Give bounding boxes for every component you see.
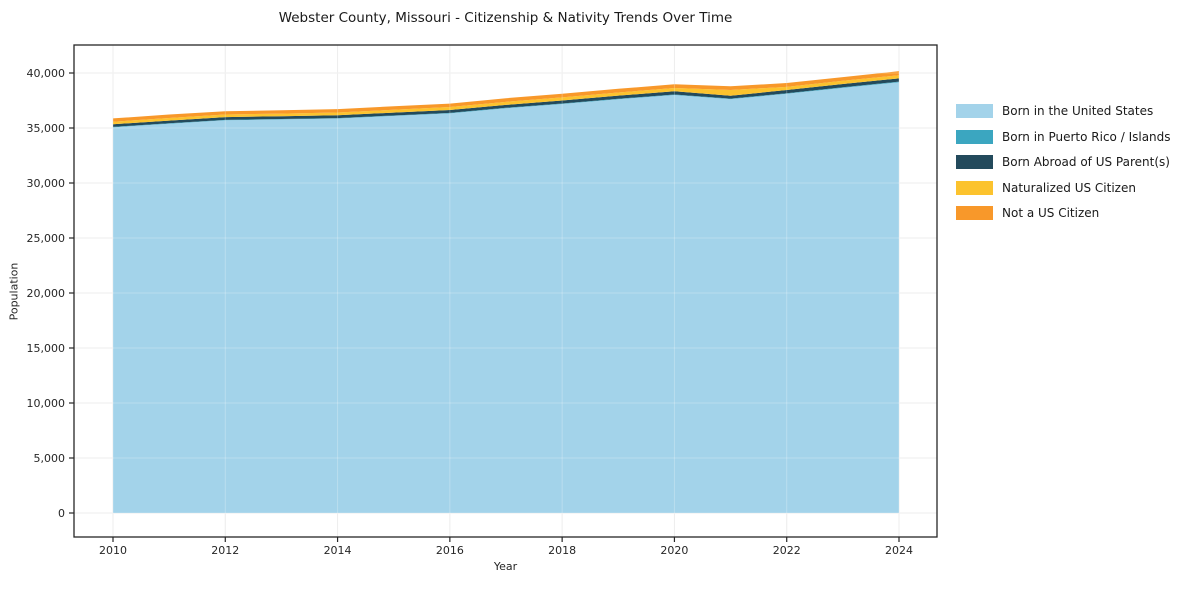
svg-text:20,000: 20,000 <box>27 287 66 300</box>
legend-label-puerto-rico: Born in Puerto Rico / Islands <box>1002 129 1171 144</box>
svg-text:15,000: 15,000 <box>27 342 66 355</box>
legend-label-naturalized: Naturalized US Citizen <box>1002 180 1136 195</box>
legend-item: Born Abroad of US Parent(s) <box>956 155 1171 169</box>
y-axis-label: Population <box>7 262 21 321</box>
svg-text:2014: 2014 <box>324 544 352 557</box>
svg-text:2020: 2020 <box>660 544 688 557</box>
svg-text:35,000: 35,000 <box>27 122 66 135</box>
legend-item: Born in Puerto Rico / Islands <box>956 129 1171 144</box>
svg-text:2022: 2022 <box>773 544 801 557</box>
chart-title: Webster County, Missouri - Citizenship &… <box>278 10 733 26</box>
svg-text:2010: 2010 <box>99 544 127 557</box>
svg-text:2016: 2016 <box>436 544 464 557</box>
legend-label-born-abroad: Born Abroad of US Parent(s) <box>1002 155 1170 169</box>
legend-label-born-us: Born in the United States <box>1002 104 1154 118</box>
legend-label-not-citizen: Not a US Citizen <box>1002 206 1100 220</box>
legend-item: Not a US Citizen <box>956 206 1171 220</box>
legend-swatch-naturalized <box>956 180 993 195</box>
svg-text:25,000: 25,000 <box>27 232 66 245</box>
x-axis-label: Year <box>493 560 518 573</box>
legend-swatch-born-us <box>956 104 993 118</box>
svg-text:10,000: 10,000 <box>27 397 66 410</box>
legend-swatch-not-citizen <box>956 206 993 220</box>
svg-text:2018: 2018 <box>548 544 576 557</box>
legend-swatch-born-abroad <box>956 155 993 169</box>
svg-text:0: 0 <box>58 507 65 520</box>
legend-item: Born in the United States <box>956 104 1171 118</box>
svg-text:40,000: 40,000 <box>27 67 66 80</box>
svg-text:5,000: 5,000 <box>34 452 66 465</box>
svg-text:2012: 2012 <box>211 544 239 557</box>
legend: Born in the United States Born in Puerto… <box>956 104 1171 232</box>
legend-item: Naturalized US Citizen <box>956 180 1171 195</box>
svg-text:30,000: 30,000 <box>27 177 66 190</box>
svg-text:2024: 2024 <box>885 544 913 557</box>
legend-swatch-puerto-rico <box>956 129 993 144</box>
